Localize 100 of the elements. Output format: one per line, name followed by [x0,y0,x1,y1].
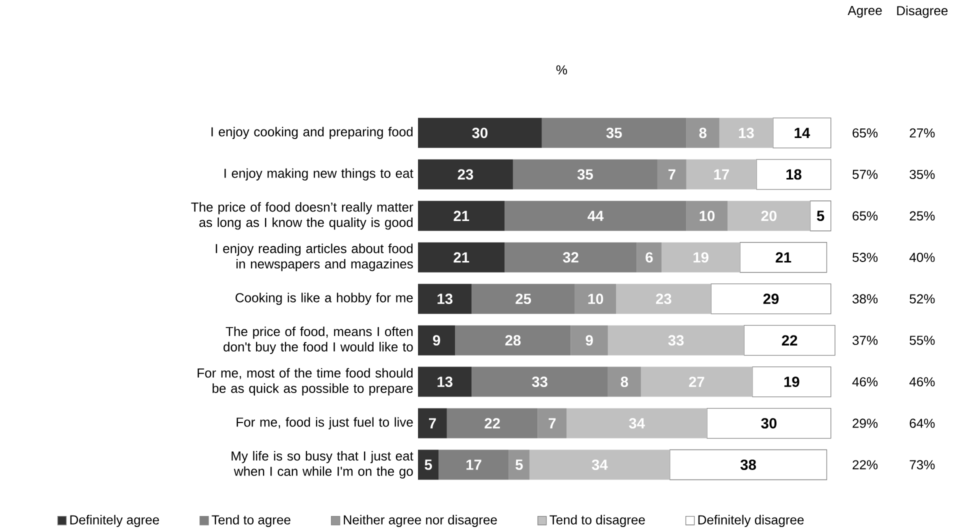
legend-label: Definitely disagree [698,514,804,528]
data-label: 28 [505,335,521,346]
data-label: 33 [532,376,548,388]
legend-label: Definitely agree [70,514,159,528]
data-label: 13 [739,128,754,138]
bar [418,118,542,148]
data-label: 17 [714,169,729,180]
bar [570,325,608,356]
data-label: 20 [761,210,776,222]
data-label: 32 [562,252,578,263]
data-label: 44 [588,210,604,221]
data-label: 27 [689,376,704,387]
bar [756,159,832,190]
bar [472,284,575,314]
y-tick-label: The price of food, means I often don't buy the food I would like to [224,326,413,354]
data-label: 17 [466,460,482,470]
bar [616,284,712,314]
data-label: 14 [794,128,810,138]
y-tick-label: For me, most of the time food should be as quick as possible to prepare [198,368,413,396]
data-label: 5 [816,210,824,222]
bar [418,366,472,397]
bar [719,118,774,148]
text: 64% [910,418,935,428]
data-label: 5 [424,460,432,470]
text: 46% [852,377,878,386]
bar [670,449,828,480]
data-label: 13 [438,294,452,304]
data-label: 30 [761,418,776,428]
text: 52% [910,294,935,304]
bar [538,408,567,438]
legend-label: Tend to disagree [550,514,645,528]
bar [418,284,472,314]
data-label: 10 [588,294,604,304]
data-label: 7 [668,169,676,180]
bar [542,118,686,148]
data-label: 33 [668,335,684,346]
bar [752,366,832,398]
bar [566,408,708,438]
bar [744,324,836,356]
bar [686,200,728,231]
data-label: 10 [700,210,715,222]
bar [418,242,505,272]
data-label: 35 [577,169,593,180]
bar [686,159,757,190]
data-label: 22 [484,418,500,428]
bar [810,200,832,232]
text: 53% [852,252,878,262]
data-label: 25 [516,294,532,304]
data-label: 18 [786,169,802,180]
data-label: 9 [586,335,593,346]
data-label: 21 [776,252,792,262]
bar [472,366,608,397]
data-label: 38 [740,460,756,470]
bar [418,159,513,190]
bar [438,450,509,480]
text: 57% [852,170,878,179]
bar [418,450,439,480]
data-label: 35 [606,128,622,138]
text: 35% [910,170,935,180]
bar [455,325,571,356]
data-label: 23 [458,169,474,180]
y-tick-label: I enjoy reading articles about food in newspapers and magazines [216,244,413,272]
bar [772,118,832,148]
data-label: 6 [646,252,653,263]
text: 73% [910,460,935,470]
data-label: 19 [694,252,708,263]
bar [508,450,530,480]
data-label: 13 [438,376,452,388]
text: 40% [909,252,935,262]
bar [418,200,505,231]
data-label: 8 [620,376,628,387]
text: 37% [852,336,878,345]
text: 55% [910,336,935,345]
data-label: 19 [784,376,800,387]
data-label: 8 [699,128,706,138]
text: 22% [852,460,878,470]
text: Disagree [897,6,948,18]
y-tick-label: For me, food is just fuel to live [236,417,413,430]
bar [504,200,686,231]
data-label: 21 [454,210,470,222]
data-label: 30 [472,128,488,138]
data-label: 29 [763,294,779,304]
y-tick-label: Cooking is like a hobby for me [236,292,413,305]
text: 25% [910,211,935,220]
data-label: 23 [656,294,672,304]
legend-label: Tend to agree [212,514,290,528]
data-label: 5 [516,460,523,470]
bar [608,366,641,397]
legend-label: Neither agree nor disagree [344,514,497,528]
y-tick-label: I enjoy cooking and preparing food [212,126,413,139]
bar [706,408,832,439]
bar [418,408,447,438]
data-label: 7 [429,418,436,428]
x-axis-title: % [556,65,568,74]
bar [728,200,810,231]
text: 46% [909,377,935,386]
text: Agree [848,6,882,18]
bar [657,159,686,190]
bar [512,159,658,190]
y-tick-label: The price of food doesn’t really matter as long as I know the quality is good [191,202,414,230]
